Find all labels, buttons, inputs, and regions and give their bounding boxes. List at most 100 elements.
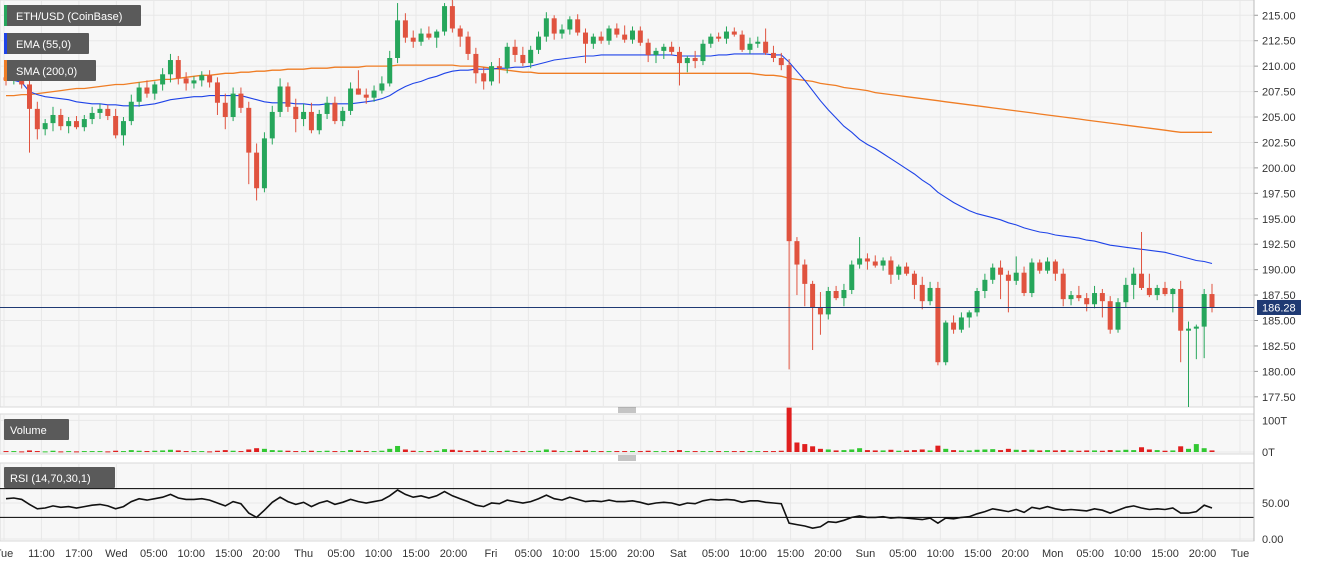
candle-body: [442, 6, 448, 32]
volume-bar: [254, 448, 260, 452]
volume-bar: [269, 450, 275, 452]
volume-bar: [1131, 450, 1137, 452]
volume-bar: [700, 451, 706, 453]
candle-body: [293, 106, 299, 120]
candle-body: [849, 264, 855, 290]
y-tick-label: 177.50: [1262, 392, 1296, 404]
volume-bar: [786, 407, 792, 452]
volume-bar: [810, 446, 816, 452]
legend-sma-text: SMA (200,0): [16, 66, 77, 78]
candle-body: [473, 53, 479, 74]
volume-bar: [167, 449, 173, 452]
candle-body: [794, 241, 800, 265]
candle-body: [778, 57, 784, 66]
candle-body: [42, 123, 48, 130]
volume-bar: [371, 451, 377, 453]
candle-body: [449, 6, 455, 29]
volume-bar: [120, 451, 126, 453]
legend-ema-text: EMA (55,0): [16, 39, 71, 51]
volume-bar: [1084, 450, 1090, 452]
x-tick-label: 11:00: [28, 548, 55, 560]
panel-resize-handle-2[interactable]: [618, 455, 636, 461]
volume-bar: [990, 449, 996, 452]
legend-symbol[interactable]: ETH/USD (CoinBase): [4, 5, 141, 26]
volume-bar: [1060, 450, 1066, 452]
candle-body: [66, 121, 72, 127]
candle-body: [1005, 274, 1011, 281]
volume-bar: [911, 450, 917, 452]
volume-bar: [3, 451, 9, 453]
candle-body: [387, 57, 393, 84]
volume-bar: [629, 451, 635, 453]
volume-bar: [1052, 450, 1058, 452]
volume-bar: [943, 448, 949, 452]
volume-bar: [316, 451, 322, 453]
volume-bar: [175, 450, 181, 452]
candle-body: [676, 51, 682, 64]
volume-bar: [763, 451, 769, 453]
volume-bar: [802, 444, 808, 452]
candle-body: [254, 152, 260, 189]
volume-bar: [97, 451, 103, 453]
candle-body: [645, 42, 651, 55]
candle-body: [896, 266, 902, 275]
volume-bar: [770, 451, 776, 453]
candle-body: [379, 83, 385, 91]
panel-resize-handle-1[interactable]: [618, 407, 636, 413]
candle-body: [629, 30, 635, 40]
candle-body: [888, 260, 894, 275]
x-tick-label: 17:00: [65, 548, 93, 560]
volume-bar: [723, 451, 729, 453]
candle-body: [919, 284, 925, 302]
candle-body: [1209, 294, 1215, 308]
legend-sma[interactable]: SMA (200,0): [4, 60, 96, 81]
volume-bar: [348, 450, 354, 452]
candle-body: [496, 66, 502, 69]
volume-bar: [755, 451, 761, 453]
x-tick-label: 05:00: [140, 548, 168, 560]
x-tick-label: Wed: [105, 548, 127, 560]
volume-bar: [340, 451, 346, 453]
legend-rsi[interactable]: RSI (14,70,30,1): [4, 467, 115, 488]
volume-bar: [191, 451, 197, 453]
volume-bar: [363, 451, 369, 453]
volume-bar: [904, 450, 910, 452]
x-tick-label: 05:00: [889, 548, 917, 560]
volume-bar: [512, 451, 518, 453]
candle-body: [1162, 287, 1168, 295]
candle-body: [58, 114, 64, 127]
candle-body: [817, 307, 823, 315]
candle-body: [700, 43, 706, 62]
volume-bar: [833, 450, 839, 452]
volume-bar: [661, 451, 667, 453]
volume-bar: [1154, 450, 1160, 452]
volume-bar: [1005, 448, 1011, 452]
x-tick-label: 20:00: [440, 548, 468, 560]
candle-body: [661, 46, 667, 51]
candle-body: [512, 46, 518, 55]
x-tick-label: Tue: [1231, 548, 1250, 560]
legend-ema[interactable]: EMA (55,0): [4, 33, 89, 54]
y-tick-label: 205.00: [1262, 112, 1296, 124]
x-tick-label: 05:00: [515, 548, 543, 560]
candle-body: [1099, 293, 1105, 302]
candle-body: [418, 33, 424, 42]
candle-body: [214, 82, 220, 103]
volume-bar: [653, 451, 659, 453]
candle-body: [536, 36, 542, 50]
rsi-line: [5, 489, 1213, 530]
volume-bar: [160, 450, 166, 452]
volume-bar: [739, 451, 745, 453]
volume-bar: [888, 449, 894, 452]
candle-body: [583, 32, 589, 44]
legend-volume[interactable]: Volume: [4, 419, 69, 440]
volume-bar: [982, 449, 988, 452]
volume-bar: [520, 451, 526, 453]
candle-body: [590, 36, 596, 44]
candle-body: [927, 287, 933, 302]
candle-body: [692, 57, 698, 62]
price-panel[interactable]: [0, 0, 1255, 408]
candle-body: [308, 111, 314, 131]
volume-bar: [442, 449, 448, 452]
